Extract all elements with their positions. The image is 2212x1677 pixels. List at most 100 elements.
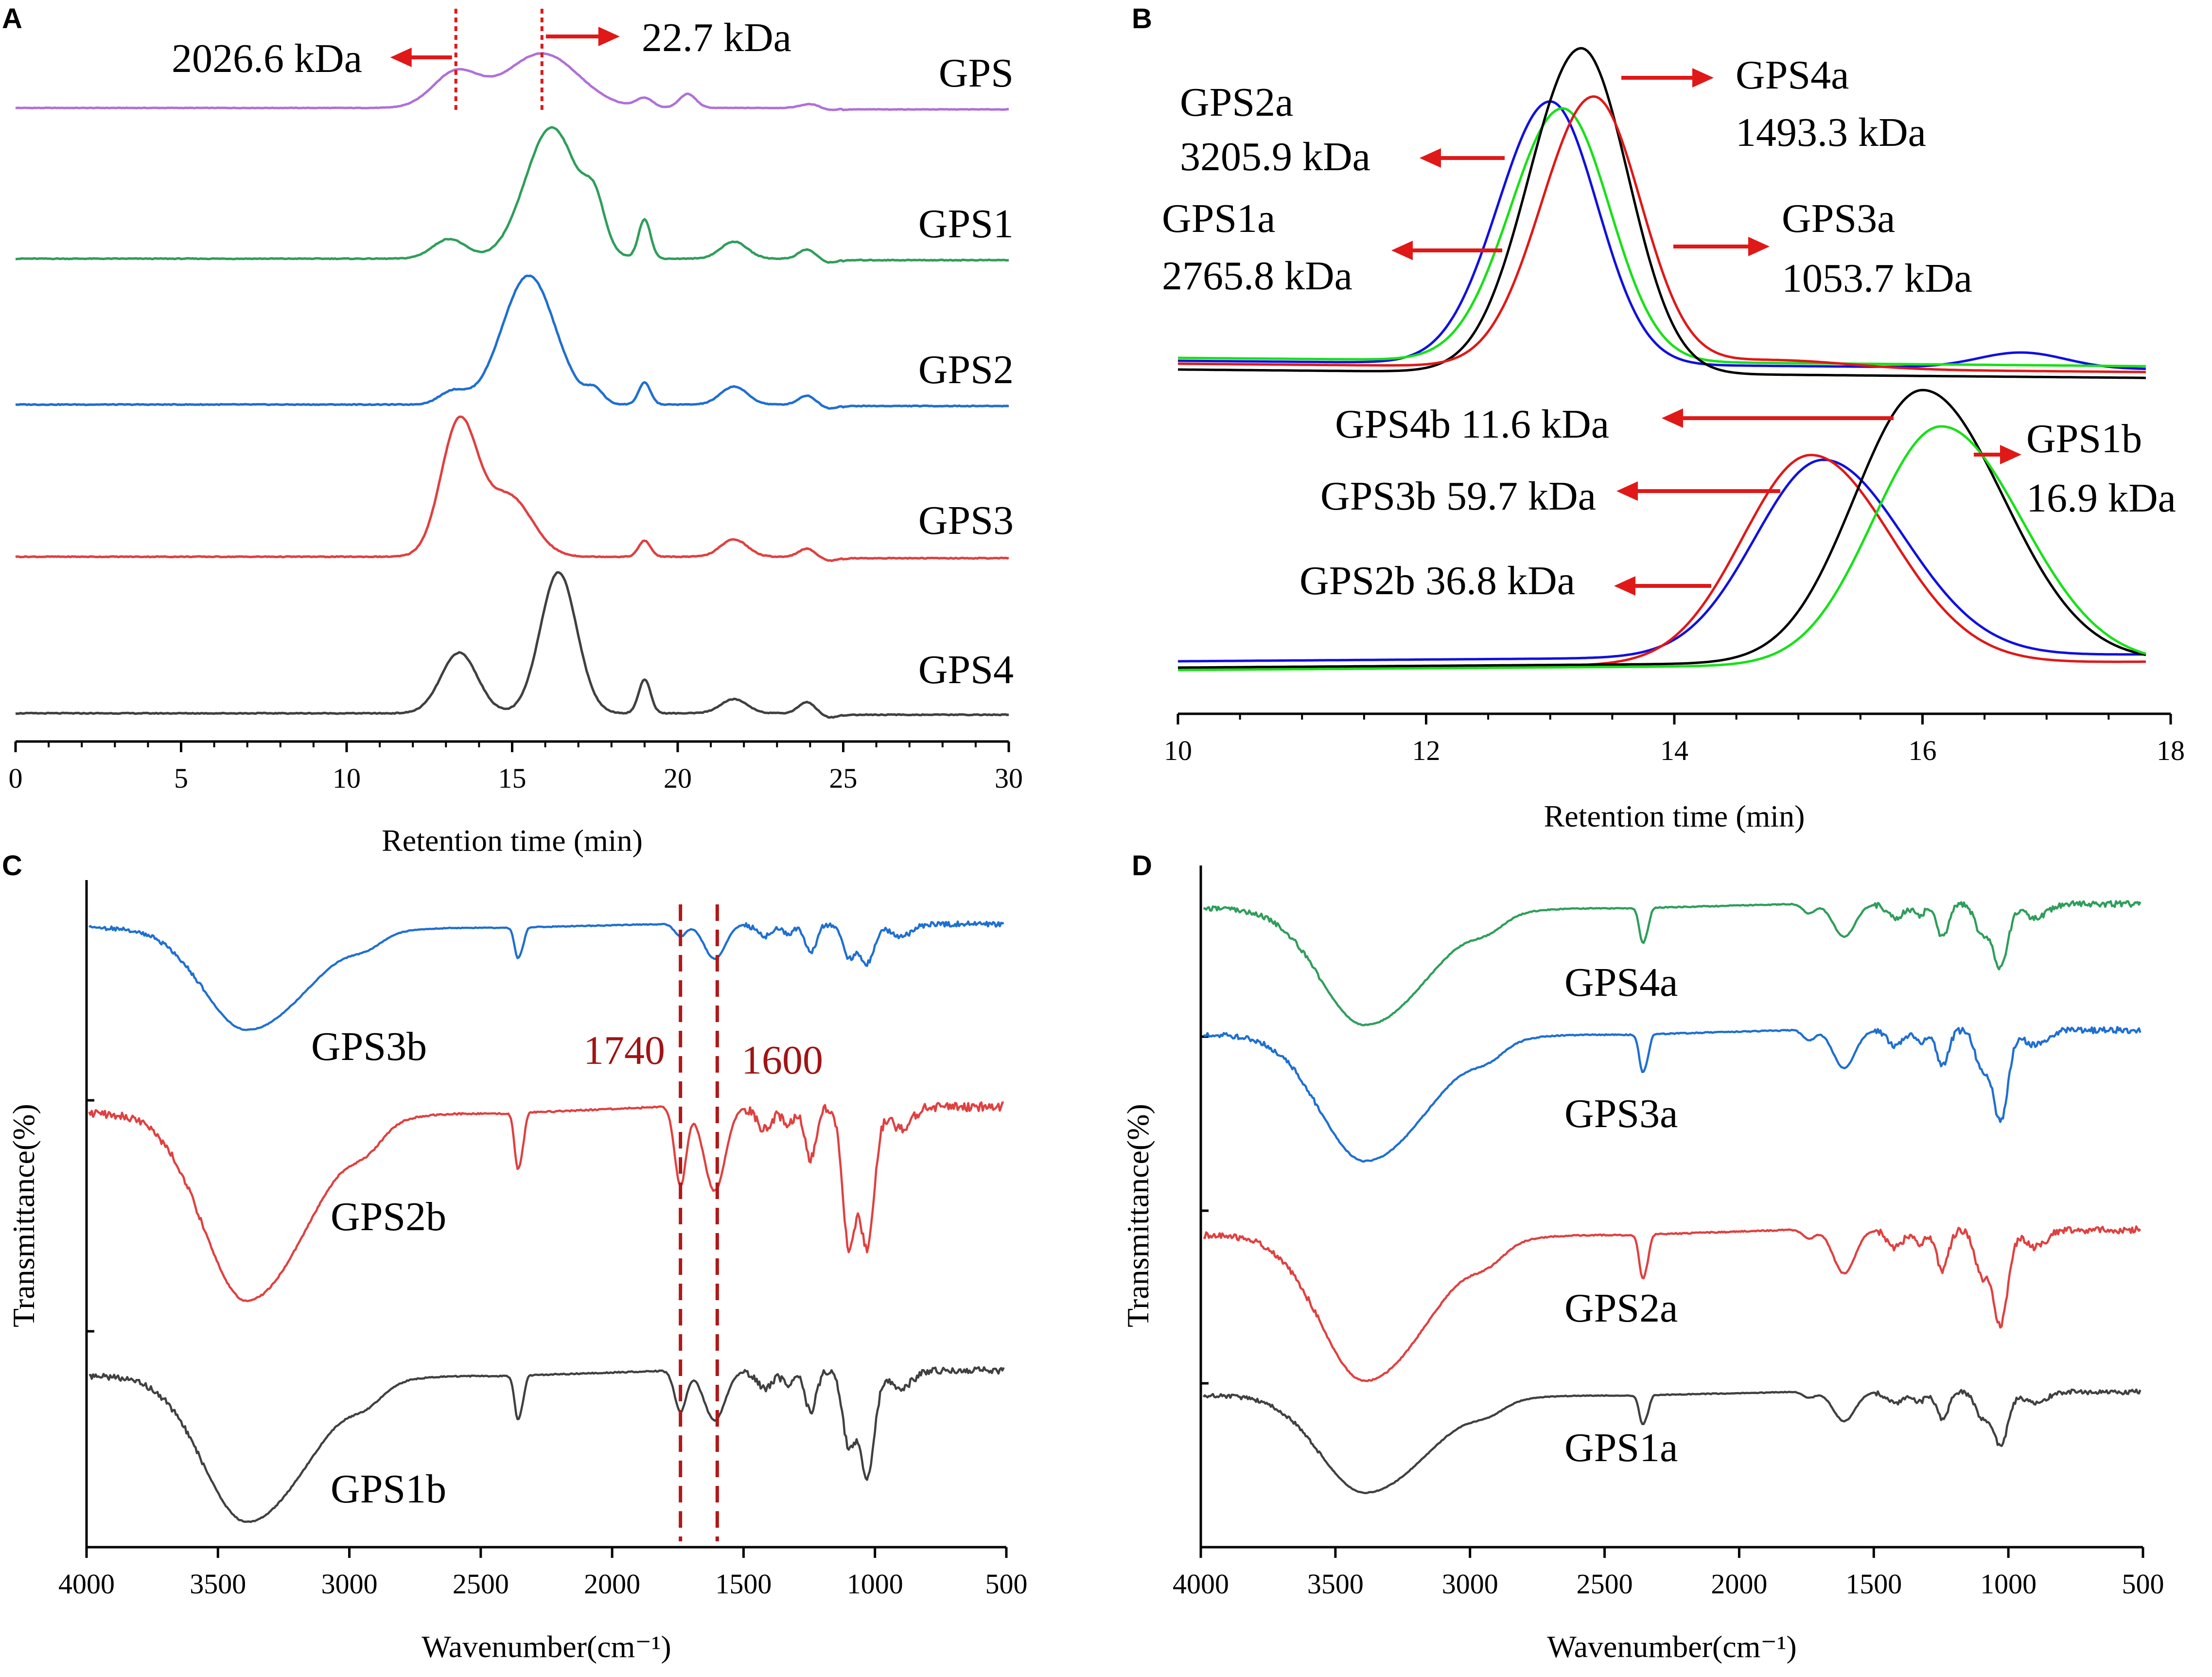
annotation-label: GPS4a xyxy=(1736,53,1849,98)
arrow-head xyxy=(1391,241,1413,260)
trace-gps3b xyxy=(88,920,1004,1031)
wavenumber-label: 1600 xyxy=(741,1038,823,1083)
x-tick-label: 3500 xyxy=(1307,1568,1364,1600)
annotation-label: GPS3a xyxy=(1782,196,1895,241)
x-tick-label: 3000 xyxy=(1442,1568,1498,1600)
x-tick-label: 5 xyxy=(174,762,188,794)
arrow-head xyxy=(1420,148,1441,168)
x-tick-label: 20 xyxy=(664,762,692,794)
trace-gps3 xyxy=(15,415,1009,562)
annotation-label: 1493.3 kDa xyxy=(1736,110,1926,155)
annotation-label: GPS3b 59.7 kDa xyxy=(1320,474,1596,519)
trace-gps2b xyxy=(88,1101,1004,1302)
x-tick-label: 1500 xyxy=(715,1568,772,1600)
trace-gps4 xyxy=(15,571,1009,719)
trace-gps2a xyxy=(1178,100,2146,371)
y-axis-title: Transmittance(%) xyxy=(6,1104,41,1327)
trace-gps xyxy=(15,52,1009,111)
x-tick-label: 1000 xyxy=(847,1568,903,1600)
x-axis-title: Retention time (min) xyxy=(1544,799,1805,833)
arrow-head xyxy=(1614,576,1635,596)
x-tick-label: 0 xyxy=(9,762,23,794)
panel-letter-b: B xyxy=(1132,3,1152,35)
arrow-right xyxy=(1673,237,1770,256)
trace-label-gps2b: GPS2b xyxy=(331,1194,446,1239)
arrow-left xyxy=(1616,481,1780,501)
trace-label-gps1b: GPS1b xyxy=(331,1466,446,1512)
trace-label-gps1a: GPS1a xyxy=(1564,1425,1678,1470)
annotation-label: GPS1b xyxy=(2026,416,2142,461)
panel-d: D 4000 3500 3000 2500 2000 1500 1000 500 Wavenumb… xyxy=(1121,850,2164,1664)
annotation-label: 16.9 kDa xyxy=(2026,476,2176,521)
x-tick-label: 2500 xyxy=(453,1568,509,1600)
trace-label-gps3b: GPS3b xyxy=(311,1024,427,1069)
arrow-left xyxy=(1662,408,1894,428)
trace-gps2 xyxy=(15,274,1009,410)
trace-gps3a xyxy=(1203,1025,2142,1163)
x-tick-label: 1500 xyxy=(1845,1568,1902,1600)
arrow-right xyxy=(1974,445,2021,464)
panel-b: B 10 12 14 16 18 Retention time (min) GPS2a 3205… xyxy=(1132,3,2185,833)
trace-gps3a xyxy=(1178,95,2146,373)
trace-gps4a xyxy=(1178,47,2146,379)
x-tick-label: 18 xyxy=(2157,735,2185,766)
wavenumber-label: 1740 xyxy=(583,1028,665,1073)
trace-label-gps3: GPS3 xyxy=(918,498,1014,543)
trace-gps4b xyxy=(1178,388,2146,669)
x-tick-label: 14 xyxy=(1660,735,1688,766)
x-tick-label: 16 xyxy=(1909,735,1937,766)
arrow-head xyxy=(1616,481,1638,501)
arrow-right xyxy=(1621,68,1714,88)
arrow-left xyxy=(1391,241,1502,260)
trace-label-gps3a: GPS3a xyxy=(1564,1091,1678,1136)
x-tick-label: 30 xyxy=(995,762,1023,794)
annotation-label: GPS1a xyxy=(1162,196,1275,241)
x-tick-label: 2000 xyxy=(1711,1568,1767,1600)
x-tick-label: 500 xyxy=(985,1568,1028,1600)
annotation-label: 22.7 kDa xyxy=(642,15,791,60)
x-tick-label: 10 xyxy=(1164,735,1192,766)
trace-gps2a xyxy=(1203,1225,2142,1382)
x-axis-title: Wavenumber(cm⁻¹) xyxy=(421,1629,671,1664)
x-tick-label: 3000 xyxy=(321,1568,378,1600)
panel-letter-d: D xyxy=(1132,850,1152,882)
annotation-label: 3205.9 kDa xyxy=(1180,134,1370,179)
annotation-label: 2765.8 kDa xyxy=(1162,253,1352,299)
panel-c: C 4000 3500 3000 2500 2000 1500 1000 500 Wavenumb… xyxy=(2,850,1028,1664)
x-tick-label: 4000 xyxy=(1173,1568,1229,1600)
x-tick-label: 25 xyxy=(829,762,858,794)
arrow-head xyxy=(1748,237,1770,256)
annotation-label: GPS2a xyxy=(1180,80,1293,125)
trace-gps1a xyxy=(1178,107,2146,368)
annotation-label: GPS4b 11.6 kDa xyxy=(1335,402,1609,447)
x-tick-label: 12 xyxy=(1412,735,1440,766)
trace-label-gps1: GPS1 xyxy=(918,201,1014,247)
x-axis-title: Retention time (min) xyxy=(382,823,643,858)
trace-gps1a xyxy=(1202,1388,2142,1494)
x-tick-label: 2500 xyxy=(1577,1568,1633,1600)
x-tick-label: 3500 xyxy=(190,1568,246,1600)
arrow-head xyxy=(1692,68,1714,88)
trace-gps1 xyxy=(15,126,1009,264)
x-tick-label: 1000 xyxy=(1980,1568,2036,1600)
x-tick-label: 4000 xyxy=(58,1568,115,1600)
trace-gps4a xyxy=(1203,900,2142,1026)
annotation-label: GPS2b 36.8 kDa xyxy=(1299,558,1575,603)
x-tick-label: 500 xyxy=(2122,1568,2164,1600)
arrow-head xyxy=(598,27,620,46)
trace-label-gps4: GPS4 xyxy=(918,647,1014,692)
x-tick-label: 10 xyxy=(333,762,361,794)
annotation-label: 1053.7 kDa xyxy=(1782,256,1972,301)
arrow-head xyxy=(2000,445,2021,464)
y-axis-title: Transmittance(%) xyxy=(1121,1104,1155,1327)
arrow-right xyxy=(545,27,620,46)
trace-gps1b xyxy=(1178,425,2146,671)
annotation-label: 2026.6 kDa xyxy=(172,36,362,81)
panel-letter-a: A xyxy=(2,3,22,35)
trace-label-gps4a: GPS4a xyxy=(1564,960,1678,1005)
panel-letter-c: C xyxy=(2,850,22,882)
trace-label-gps2a: GPS2a xyxy=(1564,1286,1678,1331)
arrow-head xyxy=(1662,408,1683,428)
x-tick-label: 15 xyxy=(498,762,527,794)
